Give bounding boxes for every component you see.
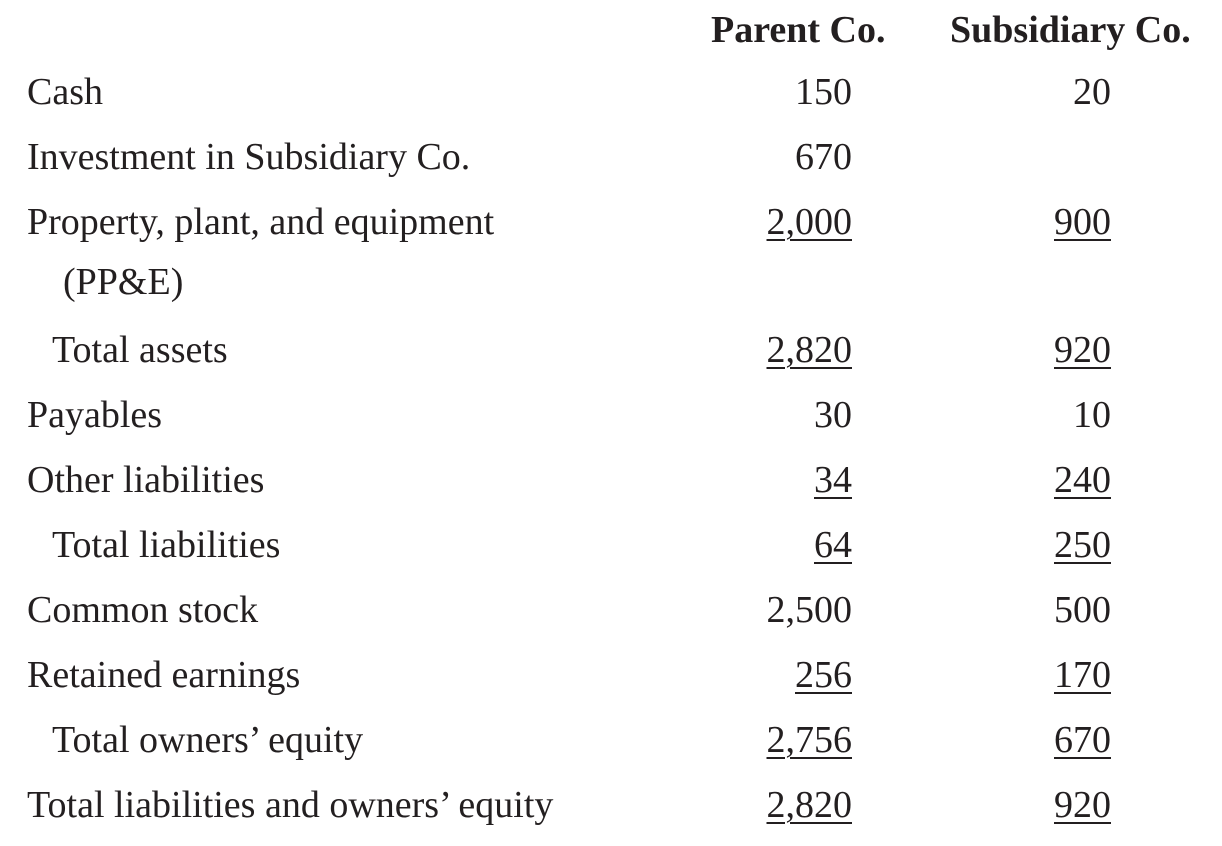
subsidiary-value: 500 <box>1054 589 1111 631</box>
table-row-cash: Cash 150 20 <box>0 62 1222 122</box>
subsidiary-value: 670 <box>1054 719 1111 761</box>
subsidiary-value: 250 <box>1054 524 1111 566</box>
row-label: Total liabilities and owners’ equity <box>27 784 554 826</box>
column-header-subsidiary: Subsidiary Co. <box>950 9 1191 51</box>
row-label: Common stock <box>27 589 259 631</box>
column-header-parent: Parent Co. <box>711 9 886 51</box>
table-row-payables: Payables 30 10 <box>0 385 1222 445</box>
table-row-other-liabilities: Other liabilities 34 240 <box>0 450 1222 510</box>
parent-value: 150 <box>795 71 852 113</box>
subsidiary-value: 920 <box>1054 329 1111 371</box>
table-row-retained-earnings: Retained earnings 256 170 <box>0 645 1222 705</box>
parent-value: 2,500 <box>766 589 853 631</box>
parent-value: 670 <box>795 136 852 178</box>
parent-value: 2,000 <box>766 201 853 243</box>
table-row-ppe: Property, plant, and equipment (PP&E) 2,… <box>0 192 1222 303</box>
row-label: Cash <box>27 71 103 113</box>
table-row-total-owners-equity: Total owners’ equity 2,756 670 <box>0 710 1222 770</box>
parent-value: 256 <box>795 654 852 696</box>
row-label-continuation: (PP&E) <box>63 261 184 303</box>
row-label: Payables <box>27 394 163 436</box>
subsidiary-value: 170 <box>1054 654 1111 696</box>
parent-value: 2,820 <box>766 329 853 371</box>
row-label: Investment in Subsidiary Co. <box>27 136 471 178</box>
row-label: Total owners’ equity <box>52 719 364 761</box>
table-row-total-liabilities-and-equity: Total liabilities and owners’ equity 2,8… <box>0 775 1222 835</box>
row-label: Total assets <box>52 329 228 371</box>
subsidiary-value: 10 <box>1073 394 1111 436</box>
parent-value: 34 <box>814 459 852 501</box>
row-label: Retained earnings <box>27 654 301 696</box>
table-row-investment: Investment in Subsidiary Co. 670 <box>0 127 1222 187</box>
subsidiary-value: 20 <box>1073 71 1111 113</box>
table-row-common-stock: Common stock 2,500 500 <box>0 580 1222 640</box>
table-row-total-liabilities: Total liabilities 64 250 <box>0 515 1222 575</box>
subsidiary-value: 920 <box>1054 784 1111 826</box>
subsidiary-value: 240 <box>1054 459 1111 501</box>
subsidiary-value: 900 <box>1054 201 1111 243</box>
parent-value: 64 <box>814 524 852 566</box>
parent-value: 2,820 <box>766 784 853 826</box>
row-label: Property, plant, and equipment <box>27 201 495 243</box>
row-label: Other liabilities <box>27 459 265 501</box>
table-row-total-assets: Total assets 2,820 920 <box>0 320 1222 380</box>
parent-value: 30 <box>814 394 852 436</box>
parent-value: 2,756 <box>766 719 853 761</box>
row-label: Total liabilities <box>52 524 281 566</box>
